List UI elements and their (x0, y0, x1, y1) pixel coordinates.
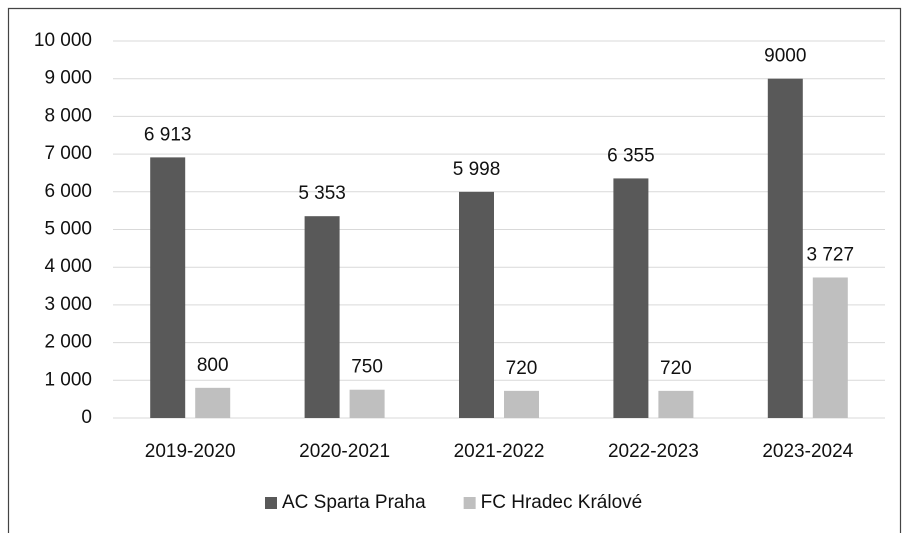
legend-swatch (463, 497, 476, 509)
data-label: 9000 (764, 46, 806, 67)
x-tick-label: 2020-2021 (299, 441, 390, 462)
x-tick-label: 2022-2023 (608, 441, 699, 462)
chart-frame (7, 7, 902, 533)
bar (613, 178, 649, 418)
legend-label: FC Hradec Králové (481, 492, 643, 513)
bar (459, 191, 494, 418)
y-tick-label: 2 000 (44, 332, 92, 353)
bar (504, 390, 539, 418)
data-label: 5 353 (298, 183, 346, 204)
data-label: 6 355 (607, 145, 655, 166)
y-tick-label: 10 000 (34, 30, 92, 51)
x-tick-label: 2019-2020 (145, 441, 236, 462)
bar (349, 389, 385, 418)
bar (658, 390, 694, 418)
legend-label: AC Sparta Praha (282, 492, 426, 513)
y-tick-label: 0 (81, 407, 92, 428)
x-tick-label: 2021-2022 (454, 441, 545, 462)
y-tick-label: 1 000 (44, 369, 92, 390)
data-label: 3 727 (807, 245, 855, 266)
bar (150, 157, 186, 419)
y-tick-label: 3 000 (44, 294, 92, 315)
data-label: 720 (660, 358, 692, 379)
bar (195, 387, 231, 418)
bar (812, 277, 848, 418)
y-tick-label: 8 000 (44, 105, 92, 126)
data-label: 6 913 (144, 124, 192, 145)
y-tick-label: 4 000 (44, 256, 92, 277)
bar (304, 216, 340, 418)
data-label: 5 998 (453, 159, 501, 180)
x-tick-label: 2023-2024 (762, 441, 853, 462)
data-label: 800 (197, 355, 229, 376)
legend-swatch (265, 497, 277, 509)
y-tick-label: 7 000 (44, 143, 92, 164)
data-label: 750 (351, 357, 383, 378)
y-tick-label: 6 000 (44, 181, 92, 202)
y-tick-label: 9 000 (44, 68, 92, 89)
y-tick-label: 5 000 (44, 219, 92, 240)
bar (767, 78, 803, 418)
data-label: 720 (506, 358, 538, 379)
